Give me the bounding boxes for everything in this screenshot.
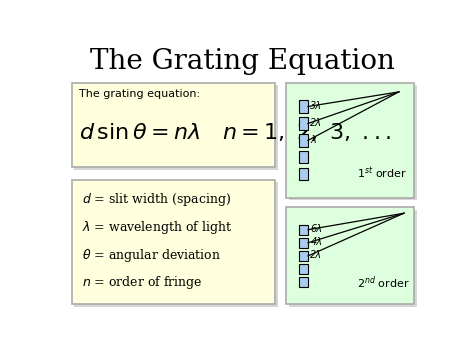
- Text: 2$^{nd}$ order: 2$^{nd}$ order: [356, 275, 410, 291]
- Bar: [299, 251, 308, 261]
- FancyBboxPatch shape: [72, 180, 275, 304]
- Bar: [299, 277, 308, 287]
- Text: $n$ = order of fringe: $n$ = order of fringe: [82, 274, 203, 291]
- Text: $\lambda$ = wavelength of light: $\lambda$ = wavelength of light: [82, 219, 233, 236]
- Text: λ: λ: [310, 135, 316, 144]
- Bar: [299, 134, 308, 147]
- Bar: [299, 151, 308, 164]
- FancyBboxPatch shape: [286, 207, 414, 304]
- FancyBboxPatch shape: [74, 85, 278, 170]
- Text: 4λ: 4λ: [310, 237, 322, 247]
- Bar: [299, 264, 308, 274]
- Bar: [299, 100, 308, 113]
- Text: $\theta$ = angular deviation: $\theta$ = angular deviation: [82, 247, 222, 264]
- Bar: [299, 238, 308, 248]
- Text: 3λ: 3λ: [310, 101, 322, 111]
- Bar: [299, 168, 308, 180]
- Text: 2λ: 2λ: [310, 118, 322, 128]
- FancyBboxPatch shape: [72, 83, 275, 167]
- Text: 2λ: 2λ: [310, 250, 322, 260]
- Text: 1$^{st}$ order: 1$^{st}$ order: [356, 165, 407, 181]
- FancyBboxPatch shape: [289, 210, 417, 307]
- Bar: [299, 117, 308, 130]
- Text: $d$ = slit width (spacing): $d$ = slit width (spacing): [82, 191, 232, 208]
- Text: The grating equation:: The grating equation:: [80, 89, 201, 99]
- FancyBboxPatch shape: [74, 182, 278, 307]
- Text: The Grating Equation: The Grating Equation: [91, 48, 395, 75]
- FancyBboxPatch shape: [286, 83, 414, 198]
- FancyBboxPatch shape: [289, 85, 417, 201]
- Bar: [299, 225, 308, 235]
- Text: 6λ: 6λ: [310, 224, 322, 234]
- Text: $d\,\sin\theta = n\lambda$$\quad$$n = 1,\ 2,\ 3,\ ...$: $d\,\sin\theta = n\lambda$$\quad$$n = 1,…: [80, 122, 392, 144]
